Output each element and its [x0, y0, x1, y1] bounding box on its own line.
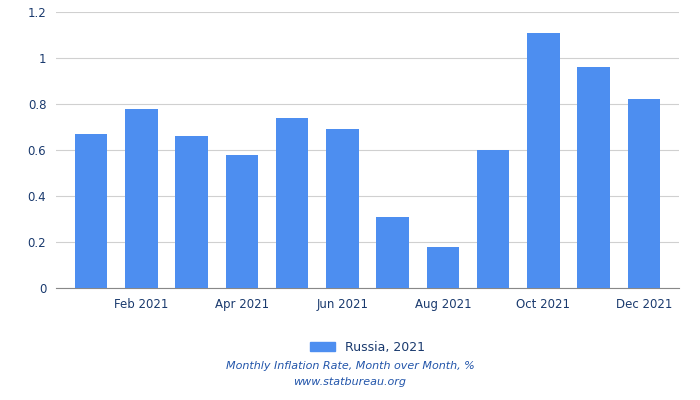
Bar — [326, 129, 358, 288]
Bar — [225, 155, 258, 288]
Bar — [578, 67, 610, 288]
Legend: Russia, 2021: Russia, 2021 — [305, 336, 430, 359]
Bar — [426, 246, 459, 288]
Text: Monthly Inflation Rate, Month over Month, %: Monthly Inflation Rate, Month over Month… — [225, 361, 475, 371]
Bar — [527, 33, 560, 288]
Text: www.statbureau.org: www.statbureau.org — [293, 377, 407, 387]
Bar — [175, 136, 208, 288]
Bar — [276, 118, 309, 288]
Bar — [377, 217, 409, 288]
Bar — [75, 134, 108, 288]
Bar — [477, 150, 510, 288]
Bar — [627, 99, 660, 288]
Bar — [125, 108, 158, 288]
